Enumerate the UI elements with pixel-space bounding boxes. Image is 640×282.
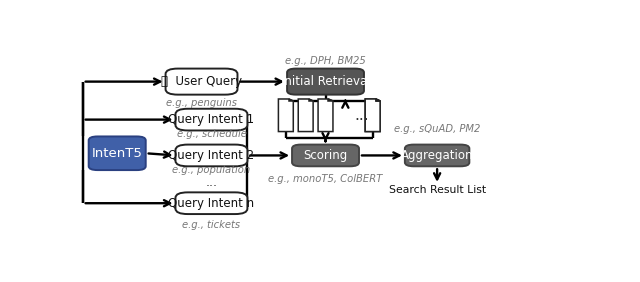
Text: e.g., schedule: e.g., schedule bbox=[177, 129, 246, 139]
Text: e.g., sQuAD, PM2: e.g., sQuAD, PM2 bbox=[394, 124, 480, 135]
Text: e.g., DPH, BM25: e.g., DPH, BM25 bbox=[285, 56, 366, 66]
Text: e.g., penguins: e.g., penguins bbox=[166, 98, 237, 108]
Text: ...: ... bbox=[355, 108, 369, 123]
Polygon shape bbox=[318, 99, 333, 131]
Polygon shape bbox=[308, 99, 313, 101]
Polygon shape bbox=[376, 99, 380, 101]
Text: Query Intent n: Query Intent n bbox=[168, 197, 255, 210]
Polygon shape bbox=[376, 99, 380, 101]
Text: ⌕  User Query: ⌕ User Query bbox=[161, 75, 242, 88]
Text: e.g., monoT5, ColBERT: e.g., monoT5, ColBERT bbox=[268, 174, 383, 184]
FancyBboxPatch shape bbox=[166, 69, 237, 95]
FancyBboxPatch shape bbox=[292, 145, 359, 166]
FancyBboxPatch shape bbox=[175, 145, 248, 166]
Text: e.g., tickets: e.g., tickets bbox=[182, 220, 241, 230]
FancyBboxPatch shape bbox=[405, 145, 469, 166]
Text: Aggregation: Aggregation bbox=[401, 149, 474, 162]
Polygon shape bbox=[328, 99, 333, 101]
Text: ...: ... bbox=[205, 176, 218, 189]
Text: Scoring: Scoring bbox=[303, 149, 348, 162]
Polygon shape bbox=[289, 99, 293, 101]
FancyBboxPatch shape bbox=[175, 192, 248, 214]
Text: e.g., population: e.g., population bbox=[172, 165, 251, 175]
Polygon shape bbox=[365, 99, 380, 131]
Text: Initial Retrieval: Initial Retrieval bbox=[281, 75, 371, 88]
Text: IntenT5: IntenT5 bbox=[92, 147, 143, 160]
Polygon shape bbox=[278, 99, 293, 131]
Polygon shape bbox=[365, 99, 380, 131]
Text: Search Result List: Search Result List bbox=[388, 185, 486, 195]
Text: Query Intent 2: Query Intent 2 bbox=[168, 149, 255, 162]
Text: Query Intent 1: Query Intent 1 bbox=[168, 113, 255, 126]
FancyBboxPatch shape bbox=[175, 109, 248, 131]
Polygon shape bbox=[298, 99, 313, 131]
FancyBboxPatch shape bbox=[287, 69, 364, 95]
FancyBboxPatch shape bbox=[89, 136, 146, 170]
